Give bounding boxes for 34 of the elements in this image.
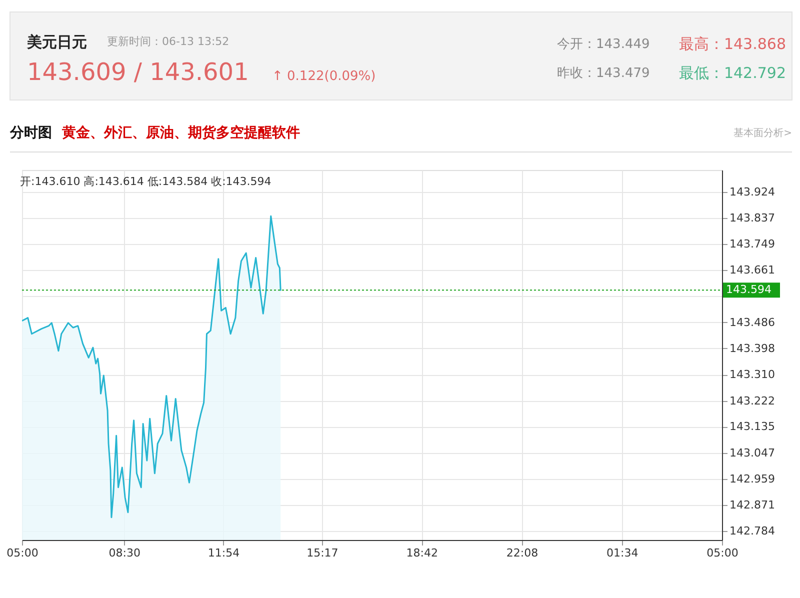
x-tick-label: 11:54 <box>208 546 240 560</box>
annotation: 开:143.610 高:143.614 低:143.584 收:143.594 <box>20 175 272 188</box>
x-tick-label: 18:42 <box>406 546 438 560</box>
y-tick-label: 143.047 <box>730 446 775 460</box>
text: 今开：143.449 <box>557 37 650 52</box>
x-tick-label: 05:00 <box>706 546 738 560</box>
text: ↑ 0.122(0.09%) <box>272 69 376 84</box>
x-tick-label: 22:08 <box>506 546 538 560</box>
text: 143.609 / 143.601 <box>27 58 249 86</box>
y-tick-label: 143.924 <box>730 186 775 199</box>
x-tick-label: 15:17 <box>306 546 338 560</box>
x-tick-label: 01:34 <box>606 546 638 560</box>
text: 基本面分析> <box>734 127 792 139</box>
text: 最低：142.792 <box>678 64 786 82</box>
text: 最高：143.868 <box>678 35 786 53</box>
y-tick-label: 143.837 <box>730 211 775 224</box>
y-tick-label: 143.486 <box>730 316 775 329</box>
y-tick-label: 143.222 <box>730 394 775 408</box>
x-tick-label: 05:00 <box>6 546 38 560</box>
y-tick-label: 142.784 <box>730 524 775 538</box>
ref-line-label: 143.594 <box>726 283 772 296</box>
y-tick-label: 143.135 <box>730 420 775 434</box>
y-tick-label: 143.310 <box>730 368 775 382</box>
chart-title: 美元日元 <box>26 33 87 51</box>
chart-subtitle: 更新时间：06-13 13:52 <box>107 35 230 48</box>
y-tick-label: 143.661 <box>730 264 775 277</box>
x-tick-label: 08:30 <box>108 546 140 560</box>
y-tick-label: 143.749 <box>730 238 775 251</box>
text: 黄金、外汇、原油、期货多空提醒软件 <box>61 124 300 141</box>
y-tick-label: 142.959 <box>730 472 775 486</box>
y-tick-label: 143.398 <box>730 342 775 355</box>
text: 昨收：143.479 <box>557 66 650 81</box>
text: 分时图 <box>9 125 52 141</box>
y-tick-label: 142.871 <box>730 498 775 512</box>
